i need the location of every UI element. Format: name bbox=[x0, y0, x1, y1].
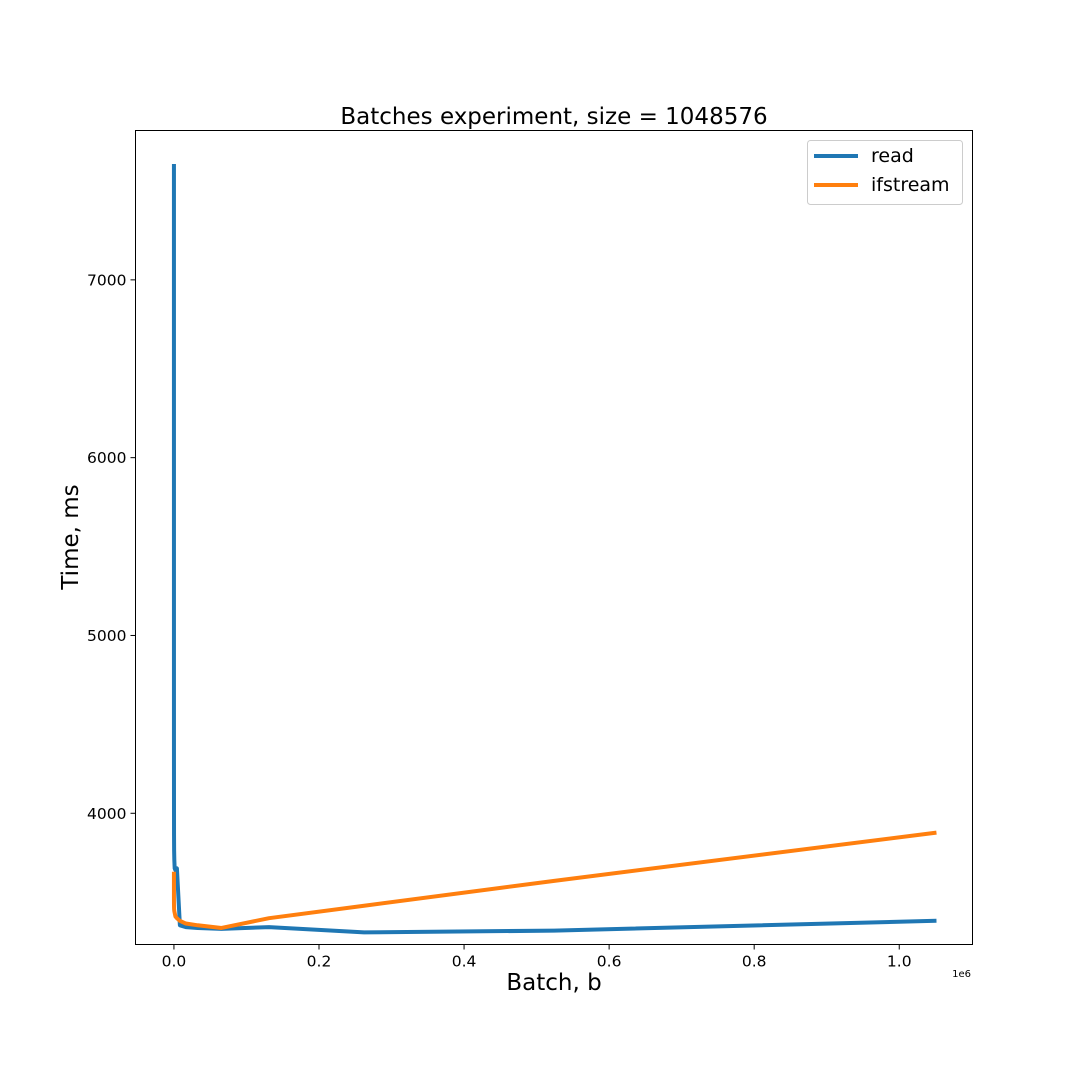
x-tick-label: 1.0 bbox=[887, 953, 912, 971]
x-tick-label: 0.8 bbox=[742, 953, 767, 971]
x-tick-label: 0.6 bbox=[597, 953, 622, 971]
legend-label-ifstream: ifstream bbox=[871, 174, 950, 196]
series-line-ifstream bbox=[171, 830, 937, 930]
plot-frame bbox=[135, 130, 973, 945]
chart-title: Batches experiment, size = 1048576 bbox=[340, 104, 767, 130]
y-tick-label: 7000 bbox=[87, 271, 126, 289]
x-tick-label: 0.4 bbox=[452, 953, 477, 971]
plot-lines bbox=[171, 164, 937, 935]
legend: read ifstream bbox=[807, 140, 963, 205]
x-tick-label: 0.0 bbox=[162, 953, 187, 971]
legend-label-read: read bbox=[871, 145, 914, 167]
x-axis-label: Batch, b bbox=[506, 970, 601, 996]
y-tick-label: 6000 bbox=[87, 449, 126, 467]
x-tick-label: 0.2 bbox=[307, 953, 332, 971]
y-tick-label: 4000 bbox=[87, 805, 126, 823]
x-axis-offset-label: 1e6 bbox=[952, 969, 971, 980]
x-axis: 0.0 0.2 0.4 0.6 0.8 1.0 bbox=[162, 944, 912, 971]
y-tick-label: 5000 bbox=[87, 627, 126, 645]
y-axis-label: Time, ms bbox=[58, 484, 84, 590]
y-axis: 4000 5000 6000 7000 bbox=[87, 271, 136, 823]
series-line-read bbox=[171, 164, 937, 935]
